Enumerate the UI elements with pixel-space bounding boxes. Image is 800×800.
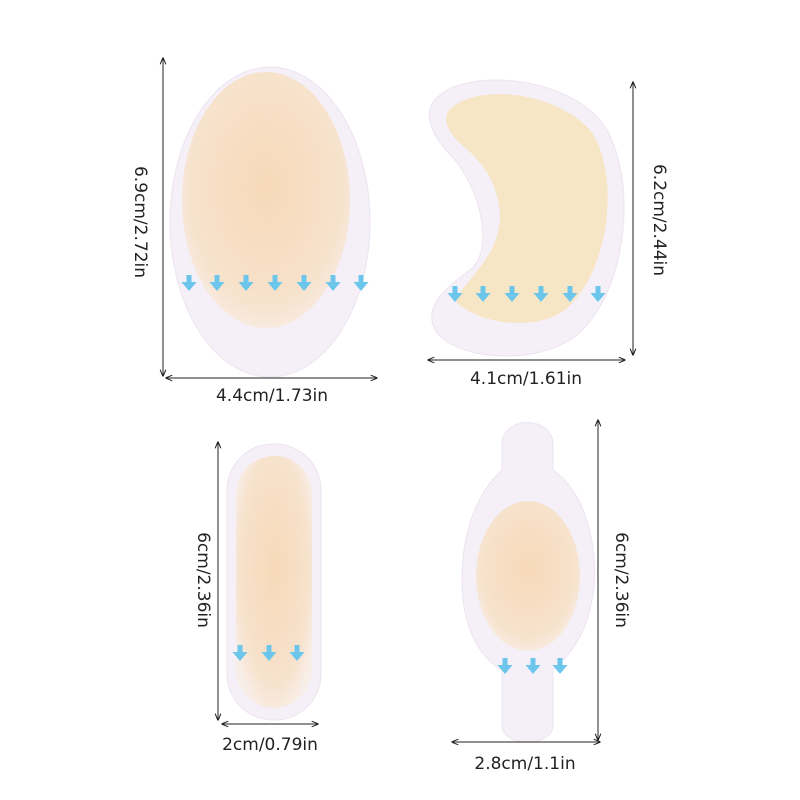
bulb-patch <box>461 422 596 743</box>
down-arrow-icon <box>261 645 277 661</box>
down-arrow-icon <box>296 275 312 291</box>
down-arrow-icon <box>447 286 463 302</box>
down-arrow-icon <box>209 275 225 291</box>
down-arrow-icon <box>525 658 541 674</box>
down-arrow-icon <box>504 286 520 302</box>
width-label: 2.8cm/1.1in <box>474 754 575 774</box>
height-label: 6cm/2.36in <box>193 532 213 628</box>
down-arrow-icon <box>590 286 606 302</box>
width-label: 4.4cm/1.73in <box>216 386 328 406</box>
height-label: 6.2cm/2.44in <box>649 164 669 276</box>
arrow-icons <box>232 645 305 661</box>
crescent-patch <box>428 79 625 357</box>
down-arrow-icon <box>181 275 197 291</box>
height-label: 6.9cm/2.72in <box>130 166 150 278</box>
down-arrow-icon <box>238 275 254 291</box>
down-arrow-icon <box>353 275 369 291</box>
width-label: 4.1cm/1.61in <box>470 369 582 389</box>
strip-patch <box>226 443 322 721</box>
down-arrow-icon <box>232 645 248 661</box>
arrow-icons <box>181 275 369 291</box>
height-label: 6cm/2.36in <box>611 532 631 628</box>
down-arrow-icon <box>552 658 568 674</box>
oval-patch <box>169 66 371 378</box>
down-arrow-icon <box>533 286 549 302</box>
width-label: 2cm/0.79in <box>222 735 318 755</box>
down-arrow-icon <box>267 275 283 291</box>
arrow-icons <box>447 286 606 302</box>
down-arrow-icon <box>325 275 341 291</box>
down-arrow-icon <box>475 286 491 302</box>
down-arrow-icon <box>562 286 578 302</box>
down-arrow-icon <box>289 645 305 661</box>
arrow-icons <box>497 658 568 674</box>
down-arrow-icon <box>497 658 513 674</box>
